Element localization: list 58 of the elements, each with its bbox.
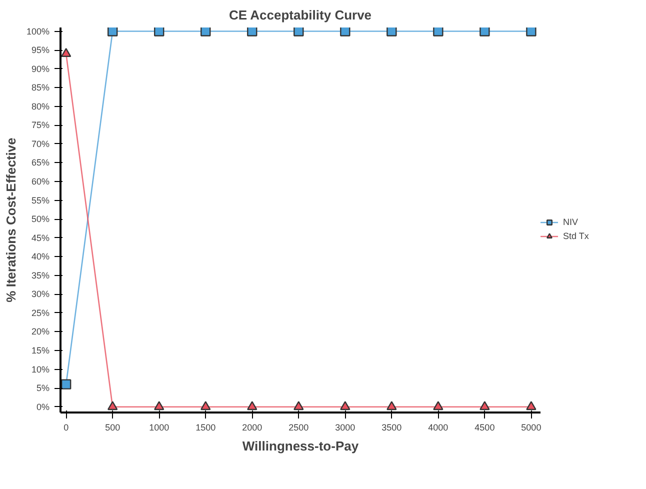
x-tick-label: 2500 <box>288 422 309 432</box>
y-tick-label: 60% <box>31 176 50 186</box>
point <box>340 28 350 36</box>
y-tick-label: 25% <box>31 308 50 318</box>
x-tick-label: 500 <box>105 422 120 432</box>
point <box>294 28 304 36</box>
point <box>154 401 164 410</box>
point <box>526 401 536 410</box>
y-tick-label: 100% <box>26 26 50 36</box>
x-tick-label: 5000 <box>521 422 542 432</box>
point <box>200 401 211 410</box>
x-tick-label: 3000 <box>335 422 356 432</box>
y-tick-label: 70% <box>31 138 50 149</box>
x-tick-label: 3500 <box>382 422 402 432</box>
y-tick-label: 5% <box>36 383 50 394</box>
y-tick-label: 15% <box>31 346 50 356</box>
point <box>480 28 490 36</box>
y-tick-label: 10% <box>31 364 50 374</box>
y-axis-title: % Iterations Cost-Effective <box>3 138 18 302</box>
y-tick-label: 85% <box>31 82 50 93</box>
y-tick-label: 55% <box>31 195 50 206</box>
point <box>433 28 444 36</box>
chart-title: CE Acceptability Curve <box>228 8 372 22</box>
point <box>386 401 397 410</box>
point <box>386 28 397 36</box>
x-tick-label: 2000 <box>242 422 262 432</box>
point <box>480 401 490 410</box>
point <box>340 401 350 410</box>
point <box>107 401 118 410</box>
y-tick-label: 40% <box>31 252 50 262</box>
y-tick-label: 95% <box>31 45 50 56</box>
y-tick-label: 0% <box>36 402 50 412</box>
point <box>247 401 258 410</box>
x-tick-label: 4500 <box>474 422 495 432</box>
y-tick-label: 50% <box>31 214 50 224</box>
y-tick-label: 65% <box>31 158 50 168</box>
point <box>247 28 258 36</box>
x-tick-label: 0 <box>64 422 69 432</box>
point <box>526 28 536 36</box>
x-axis-title: Willingness-to-Pay <box>242 438 360 454</box>
legend-label: Std Tx <box>563 231 589 241</box>
y-tick-label: 45% <box>31 232 50 243</box>
y-tick-label: 35% <box>31 270 50 280</box>
point <box>60 379 72 390</box>
legend-label: NIV <box>563 217 580 227</box>
point <box>294 401 304 410</box>
y-tick-label: 30% <box>31 289 50 300</box>
point <box>200 28 211 36</box>
y-tick-label: 20% <box>31 326 50 337</box>
point <box>154 28 164 36</box>
point <box>433 401 444 410</box>
x-tick-label: 1000 <box>149 422 170 432</box>
x-tick-label: 4000 <box>428 422 448 432</box>
y-tick-label: 75% <box>31 120 50 130</box>
y-tick-label: 90% <box>31 64 50 74</box>
x-tick-label: 1500 <box>196 422 216 432</box>
point <box>107 28 118 36</box>
y-tick-label: 80% <box>31 101 50 112</box>
